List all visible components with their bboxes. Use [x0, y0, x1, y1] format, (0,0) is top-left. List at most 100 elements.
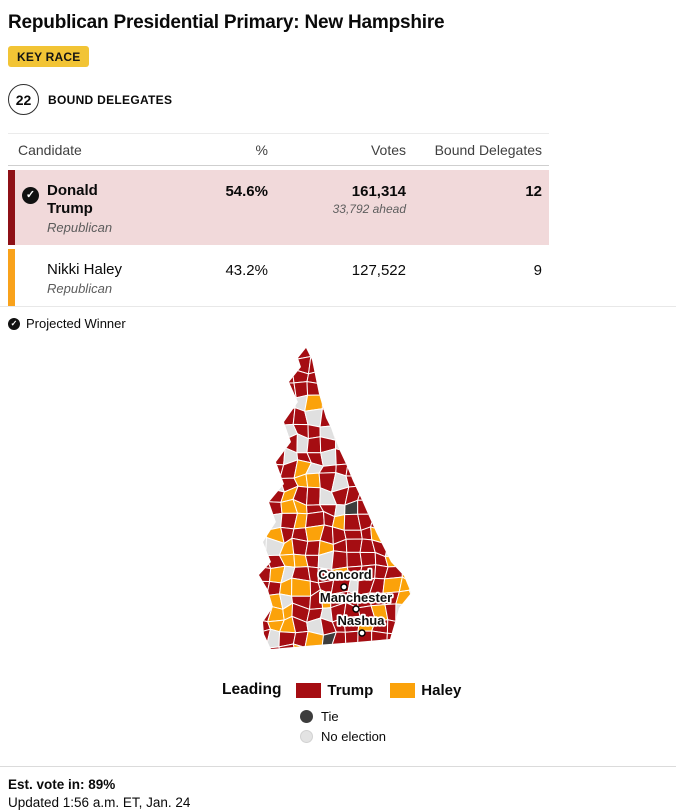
town-cell[interactable] — [306, 436, 322, 454]
town-cell[interactable] — [279, 368, 295, 384]
town-cell[interactable] — [317, 644, 333, 657]
town-cell[interactable] — [345, 475, 365, 488]
town-cell[interactable] — [280, 358, 298, 376]
town-cell[interactable] — [357, 485, 377, 501]
town-cell[interactable] — [278, 382, 297, 401]
table-divider — [0, 306, 676, 307]
winner-icon-slot — [22, 261, 47, 296]
candidate-info: Nikki Haley Republican — [47, 261, 122, 296]
col-percent: % — [255, 142, 268, 158]
city-labels-layer: Concord Manchester Nashua — [317, 565, 394, 637]
legend-no-election-label: No election — [321, 729, 387, 744]
town-cell[interactable] — [386, 632, 399, 646]
town-cell[interactable] — [305, 486, 321, 506]
town-cell[interactable] — [386, 619, 399, 635]
town-cell[interactable] — [266, 446, 286, 466]
town-cell[interactable] — [346, 551, 363, 568]
delegates-label: BOUND DELEGATES — [48, 92, 173, 107]
town-cell[interactable] — [345, 538, 363, 553]
town-cell[interactable] — [265, 646, 284, 657]
candidate-row-haley: Nikki Haley Republican 43.2% 127,522 9 — [8, 249, 549, 306]
town-cell[interactable] — [361, 473, 373, 487]
projected-winner-check-icon: ✓ — [22, 187, 39, 204]
town-cell[interactable] — [321, 382, 334, 396]
town-cell[interactable] — [267, 606, 285, 623]
new-hampshire-town-map[interactable]: Concord Manchester Nashua — [255, 345, 437, 657]
town-cell[interactable] — [345, 643, 359, 657]
town-cell[interactable] — [255, 593, 274, 609]
town-cell[interactable] — [304, 539, 321, 556]
check-icon: ✓ — [8, 317, 20, 330]
delegates-value: 12 — [525, 183, 542, 200]
town-cell[interactable] — [319, 407, 335, 428]
winner-icon-slot: ✓ — [22, 182, 47, 235]
votes-margin-note: 33,792 ahead — [332, 202, 406, 216]
legend-tie-label: Tie — [321, 709, 339, 724]
town-cell[interactable] — [306, 381, 325, 396]
town-cell[interactable] — [384, 555, 404, 568]
town-cell[interactable] — [345, 463, 365, 477]
town-cell[interactable] — [382, 643, 399, 657]
projected-winner-note: ✓ Projected Winner — [8, 316, 668, 331]
candidate-name: Donald Trump — [47, 182, 98, 217]
city-dot-nashua — [358, 629, 366, 637]
key-race-badge: KEY RACE — [8, 46, 90, 67]
haley-color-swatch — [390, 682, 416, 698]
map-legend: Leading Trump Haley Tie No election — [8, 681, 668, 744]
bound-delegates: 22 BOUND DELEGATES — [8, 84, 668, 115]
town-cell[interactable] — [304, 645, 323, 657]
votes-cell: 161,314 33,792 ahead — [268, 170, 406, 245]
city-label-manchester: Manchester — [320, 590, 392, 605]
delegates-value: 9 — [533, 262, 542, 279]
town-cell[interactable] — [370, 644, 388, 657]
no-election-color-icon — [300, 730, 313, 743]
town-cell[interactable] — [359, 551, 377, 567]
percent-value: 54.6% — [225, 183, 268, 200]
town-cell[interactable] — [395, 589, 415, 607]
town-cell[interactable] — [357, 499, 377, 515]
town-cell[interactable] — [334, 448, 349, 466]
page-title: Republican Presidential Primary: New Ham… — [8, 12, 445, 33]
town-cell[interactable] — [304, 554, 320, 569]
legend-tie-row: Tie — [300, 709, 668, 724]
town-cell[interactable] — [256, 565, 272, 583]
town-cell[interactable] — [265, 474, 286, 493]
legend-item-trump: Trump — [296, 682, 373, 699]
town-cell[interactable] — [321, 394, 335, 415]
town-cell[interactable] — [398, 576, 413, 593]
town-cell[interactable] — [330, 413, 351, 428]
trump-color-swatch — [296, 682, 322, 698]
town-cell[interactable] — [281, 345, 298, 363]
town-cell[interactable] — [343, 529, 363, 540]
town-cell[interactable] — [292, 643, 309, 657]
town-cell[interactable] — [371, 630, 388, 648]
candidate-name: Nikki Haley — [47, 261, 123, 278]
town-cell[interactable] — [256, 580, 271, 597]
town-cell[interactable] — [305, 472, 321, 489]
town-cell[interactable] — [357, 643, 376, 657]
town-cell[interactable] — [307, 355, 324, 375]
town-cells-layer[interactable] — [255, 345, 415, 657]
legend-leading-row: Leading Trump Haley — [222, 681, 668, 699]
legend-item-haley: Haley — [390, 682, 461, 699]
votes-value: 127,522 — [351, 262, 406, 279]
col-candidate: Candidate — [18, 142, 82, 158]
candidate-cell: Nikki Haley Republican — [15, 249, 168, 306]
town-cell[interactable] — [344, 630, 359, 646]
candidate-row-trump: ✓ Donald Trump Republican 54.6% 161,314 … — [8, 170, 549, 245]
town-cell[interactable] — [291, 577, 312, 597]
projected-winner-label: Projected Winner — [26, 316, 126, 331]
town-cell[interactable] — [330, 644, 350, 657]
legend-trump-label: Trump — [327, 681, 374, 699]
table-header: Candidate % Votes Bound Delegates — [8, 133, 549, 166]
city-dot-concord — [340, 583, 348, 591]
town-cell[interactable] — [266, 580, 282, 597]
town-cell[interactable] — [321, 369, 338, 385]
town-cell[interactable] — [255, 555, 272, 570]
candidate-party: Republican — [47, 281, 113, 296]
col-votes: Votes — [370, 142, 406, 158]
legend-no-election-row: No election — [300, 729, 668, 744]
town-cell[interactable] — [346, 449, 363, 467]
updated-timestamp: Updated 1:56 a.m. ET, Jan. 24 — [8, 795, 191, 810]
